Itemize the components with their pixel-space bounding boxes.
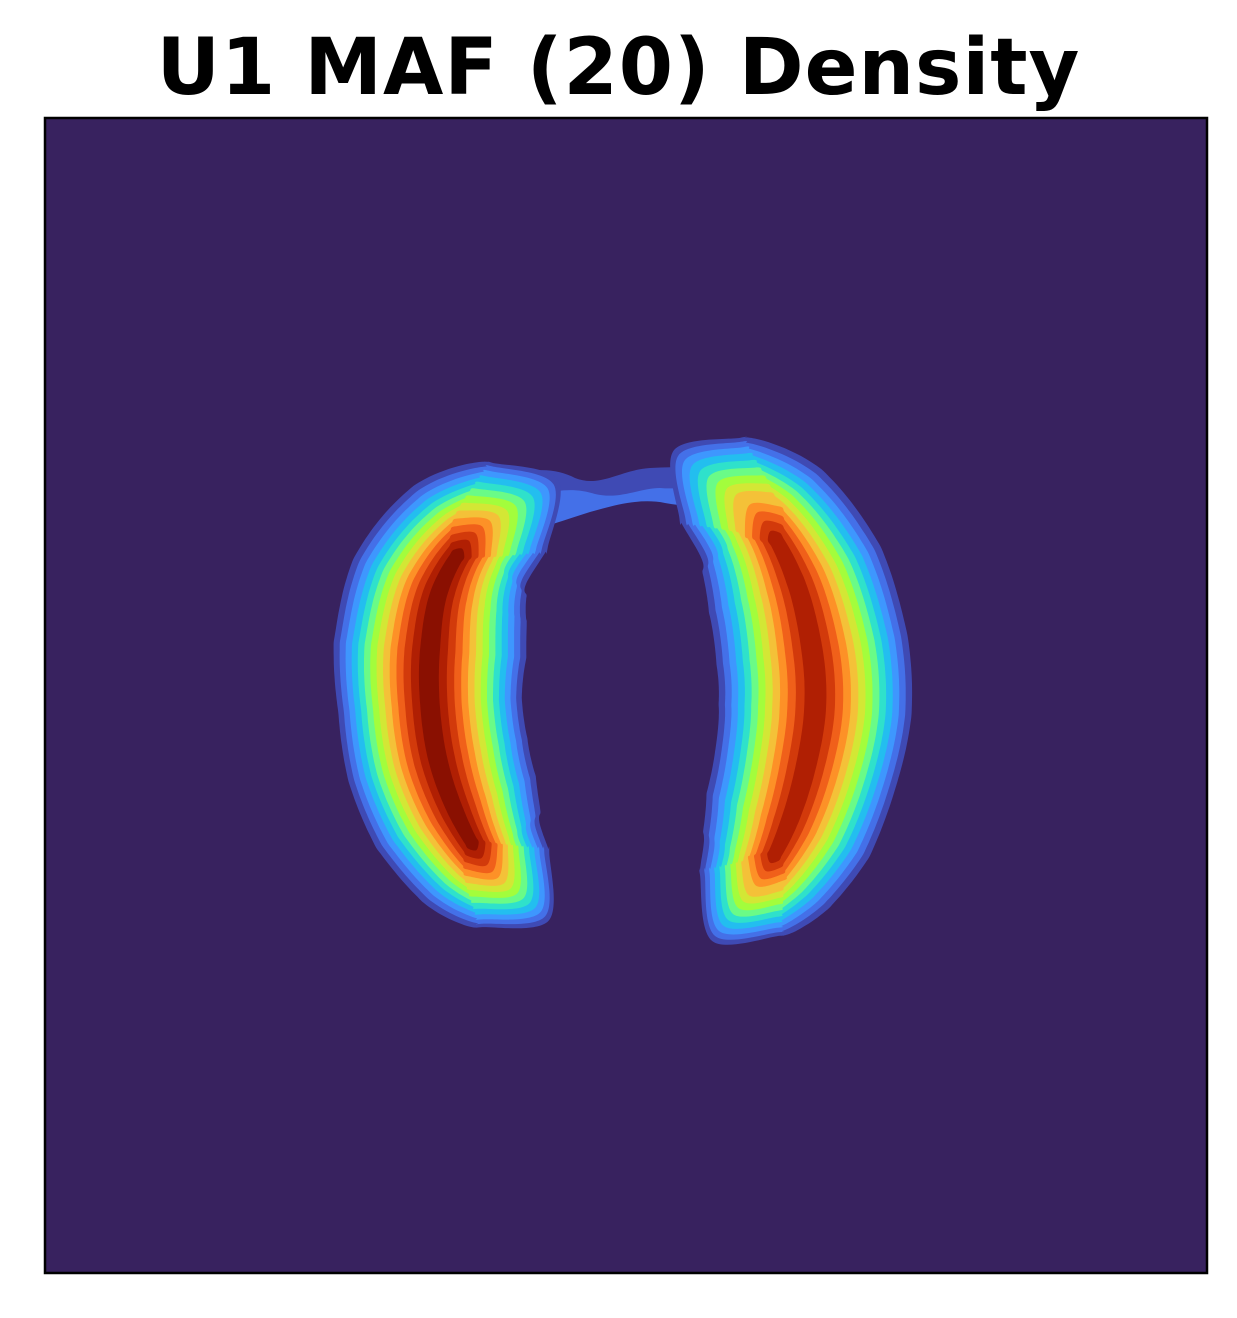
contour-level-14-left — [418, 548, 479, 851]
contour-bridge-inner — [515, 470, 740, 535]
chart-title: U1 MAF (20) Density — [156, 23, 1081, 113]
density-contours — [333, 436, 913, 945]
plot-background — [45, 118, 1207, 1273]
contour-level-13-right — [767, 530, 827, 864]
plot-frame — [43, 116, 1209, 1275]
contour-level-12-right — [759, 520, 836, 872]
